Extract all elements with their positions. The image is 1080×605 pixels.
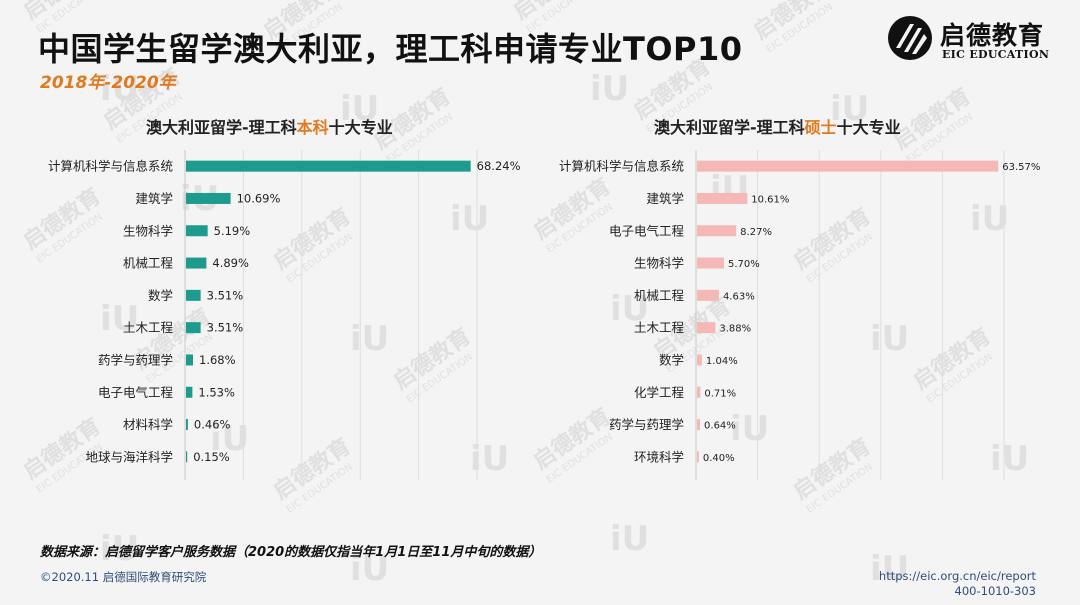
- value-label: 5.70%: [728, 259, 760, 270]
- category-label: 土木工程: [634, 320, 685, 335]
- svg-text:启德教育: 启德教育: [19, 0, 106, 25]
- value-label: 0.64%: [704, 421, 736, 432]
- value-label: 0.71%: [704, 388, 736, 399]
- category-label: 生物科学: [123, 223, 173, 238]
- value-label: 4.89%: [212, 256, 249, 270]
- bar: [186, 451, 188, 463]
- page-subtitle: 2018年-2020年: [40, 73, 176, 93]
- category-label: 电子电气工程: [609, 223, 685, 238]
- eic-logo-icon: [888, 16, 932, 60]
- copyright-text: ©2020.11 启德国际教育研究院: [40, 570, 207, 584]
- svg-text:启德教育: 启德教育: [889, 83, 976, 155]
- bar: [186, 289, 201, 301]
- watermark-mark: iU: [610, 519, 649, 559]
- category-label: 药学与药理学: [98, 352, 173, 367]
- bar: [697, 451, 699, 463]
- value-label: 1.68%: [199, 353, 236, 367]
- report-url[interactable]: https://eic.org.cn/eic/report: [878, 569, 1036, 583]
- value-label: 0.46%: [194, 418, 231, 432]
- bar: [697, 192, 748, 204]
- svg-text:EIC EDUCATION: EIC EDUCATION: [765, 2, 835, 56]
- watermark-mark: iU: [590, 69, 629, 109]
- bar: [697, 354, 702, 366]
- category-label: 建筑学: [646, 191, 684, 206]
- value-label: 0.40%: [703, 453, 735, 464]
- bar: [186, 257, 207, 269]
- undergrad-bar-chart: 计算机科学与信息系统 68.24% 建筑学 10.69% 生物科学 5.19% 机械工程 4.…: [48, 150, 521, 480]
- bar: [697, 419, 701, 431]
- bar: [697, 386, 701, 398]
- value-label: 4.63%: [723, 291, 755, 302]
- category-label: 数学: [659, 352, 684, 367]
- category-label: 计算机科学与信息系统: [559, 159, 684, 174]
- bar: [186, 192, 231, 204]
- value-label: 5.19%: [214, 224, 251, 238]
- svg-text:启德教育: 启德教育: [749, 0, 836, 45]
- category-label: 机械工程: [634, 288, 685, 303]
- contact-info: https://eic.org.cn/eic/report 400-1010-3…: [879, 569, 1036, 599]
- value-label: 1.04%: [706, 356, 738, 367]
- value-label: 10.69%: [237, 191, 281, 205]
- category-label: 土木工程: [123, 320, 174, 335]
- bar: [186, 322, 201, 334]
- master-bar-chart: 计算机科学与信息系统 63.57% 建筑学 10.61% 电子电气工程 8.27% 生物科学…: [559, 150, 1040, 480]
- category-label: 数学: [148, 288, 173, 303]
- bar: [697, 225, 737, 237]
- value-label: 68.24%: [477, 159, 521, 173]
- bar: [186, 354, 194, 366]
- bar: [186, 225, 208, 237]
- data-source-note: 数据来源：启德留学客户服务数据（2020的数据仅指当年1月1日至11月中旬的数据…: [40, 545, 542, 560]
- bar: [186, 386, 193, 398]
- logo-name-en: EIC EDUCATION: [942, 48, 1050, 61]
- bar: [186, 160, 471, 172]
- bar: [186, 419, 188, 431]
- bar: [697, 257, 725, 269]
- category-label: 化学工程: [634, 385, 685, 400]
- bar: [697, 160, 999, 172]
- value-label: 3.88%: [719, 324, 751, 335]
- value-label: 3.51%: [207, 288, 244, 302]
- value-label: 8.27%: [740, 227, 772, 238]
- category-label: 计算机科学与信息系统: [48, 159, 173, 174]
- bar: [697, 322, 716, 334]
- svg-text:启德教育: 启德教育: [509, 0, 596, 25]
- eic-logo: 启德教育 EIC EDUCATION: [886, 14, 1056, 64]
- category-label: 材料科学: [123, 417, 173, 432]
- value-label: 0.15%: [193, 450, 230, 464]
- value-label: 10.61%: [751, 194, 789, 205]
- logo-name-cn: 启德教育: [940, 21, 1045, 50]
- category-label: 建筑学: [135, 191, 173, 206]
- value-label: 63.57%: [1002, 162, 1040, 173]
- category-label: 药学与药理学: [609, 417, 684, 432]
- page-title: 中国学生留学澳大利亚，理工科申请专业TOP10: [38, 30, 743, 68]
- category-label: 地球与海洋科学: [85, 449, 173, 464]
- category-label: 环境科学: [634, 449, 684, 464]
- value-label: 3.51%: [207, 321, 244, 335]
- phone-number: 400-1010-303: [954, 584, 1036, 598]
- value-label: 1.53%: [198, 385, 235, 399]
- right-chart-title: 澳大利亚留学-理工科硕士十大专业: [654, 118, 901, 137]
- category-label: 机械工程: [123, 256, 174, 271]
- left-chart-title: 澳大利亚留学-理工科本科十大专业: [146, 118, 393, 137]
- bar: [697, 289, 719, 301]
- category-label: 电子电气工程: [98, 385, 174, 400]
- category-label: 生物科学: [634, 256, 684, 271]
